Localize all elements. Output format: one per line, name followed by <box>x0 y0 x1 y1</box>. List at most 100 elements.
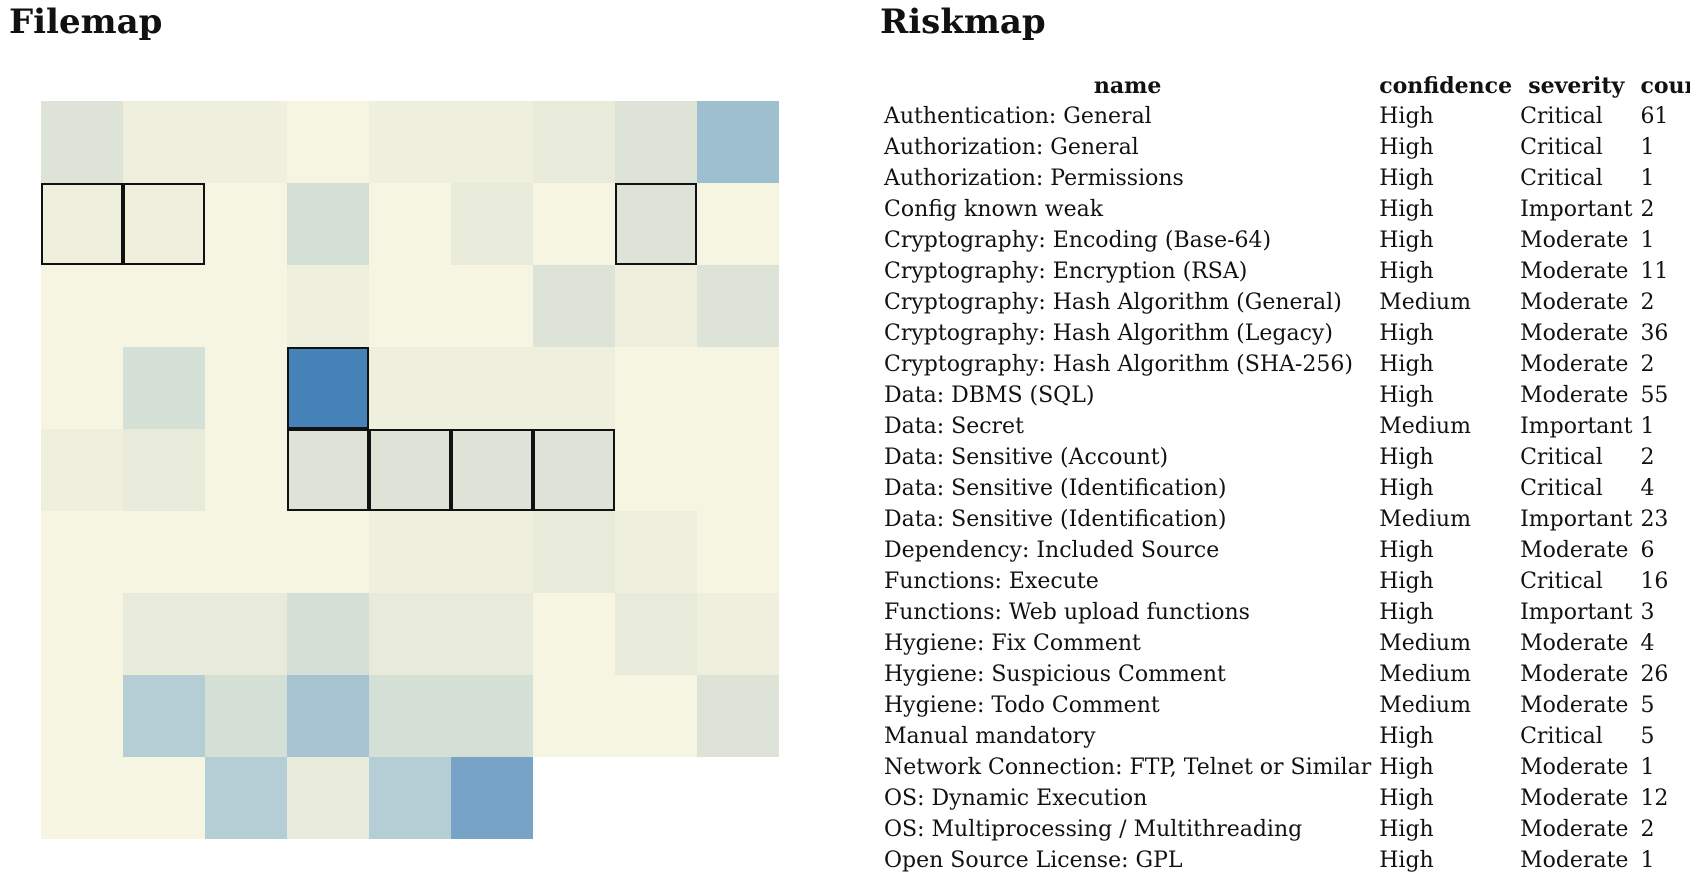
file-cell[interactable] <box>123 675 205 757</box>
table-row[interactable]: Data: Sensitive (Identification) Medium Im… <box>880 504 1690 535</box>
file-cell[interactable] <box>205 593 287 675</box>
table-row[interactable]: Data: Sensitive (Identification) High Crit… <box>880 473 1690 504</box>
table-row[interactable]: Data: Secret Medium Important 1 <box>880 411 1690 442</box>
table-row[interactable]: Functions: Web upload functions High Impor… <box>880 597 1690 628</box>
file-cell[interactable] <box>41 265 123 347</box>
file-cell[interactable] <box>451 265 533 347</box>
table-row[interactable]: OS: Multiprocessing / Multithreading High… <box>880 814 1690 845</box>
table-row[interactable]: Authentication: General High Critical 61 <box>880 101 1690 132</box>
table-row[interactable]: Authorization: General High Critical 1 <box>880 132 1690 163</box>
table-row[interactable]: Network Connection: FTP, Telnet or Simil… <box>880 752 1690 783</box>
file-cell[interactable] <box>533 511 615 593</box>
file-cell[interactable] <box>369 347 451 429</box>
file-cell[interactable] <box>287 429 369 511</box>
file-cell[interactable] <box>41 101 123 183</box>
file-cell[interactable] <box>697 429 779 511</box>
file-cell[interactable] <box>287 101 369 183</box>
column-header-severity[interactable]: severity <box>1528 72 1625 99</box>
file-cell[interactable] <box>287 183 369 265</box>
file-cell[interactable] <box>205 675 287 757</box>
table-row[interactable]: Authorization: Permissions High Critical 1 <box>880 163 1690 194</box>
file-cell[interactable] <box>615 101 697 183</box>
file-cell[interactable] <box>123 347 205 429</box>
file-cell[interactable] <box>205 183 287 265</box>
file-cell[interactable] <box>123 265 205 347</box>
file-cell[interactable] <box>451 347 533 429</box>
file-cell[interactable] <box>41 593 123 675</box>
file-cell[interactable] <box>369 757 451 839</box>
file-cell[interactable] <box>205 429 287 511</box>
file-cell[interactable] <box>533 347 615 429</box>
file-cell[interactable] <box>451 675 533 757</box>
file-cell[interactable] <box>615 511 697 593</box>
table-row[interactable]: Cryptography: Hash Algorithm (General) Me… <box>880 287 1690 318</box>
file-cell[interactable] <box>205 757 287 839</box>
table-row[interactable]: OS: Dynamic Execution High Moderate 12 <box>880 783 1690 814</box>
file-cell[interactable] <box>287 593 369 675</box>
column-header-confidence[interactable]: confidence <box>1379 72 1513 99</box>
file-cell[interactable] <box>41 675 123 757</box>
file-cell[interactable] <box>123 429 205 511</box>
file-cell[interactable] <box>123 757 205 839</box>
file-cell[interactable] <box>369 511 451 593</box>
table-row[interactable]: Cryptography: Encoding (Base-64) High Mode… <box>880 225 1690 256</box>
file-cell[interactable] <box>287 675 369 757</box>
file-cell[interactable] <box>615 593 697 675</box>
file-cell[interactable] <box>697 593 779 675</box>
table-row[interactable]: Data: DBMS (SQL) High Moderate 55 <box>880 380 1690 411</box>
file-cell[interactable] <box>41 347 123 429</box>
table-row[interactable]: Hygiene: Suspicious Comment Medium Moderat… <box>880 659 1690 690</box>
file-cell[interactable] <box>287 757 369 839</box>
file-cell[interactable] <box>369 593 451 675</box>
file-cell[interactable] <box>451 101 533 183</box>
file-cell[interactable] <box>533 101 615 183</box>
file-cell[interactable] <box>205 101 287 183</box>
file-cell[interactable] <box>369 265 451 347</box>
table-row[interactable]: Open Source License: GPL High Moderate 1 <box>880 845 1690 876</box>
file-cell[interactable] <box>369 183 451 265</box>
table-row[interactable]: Functions: Execute High Critical 16 <box>880 566 1690 597</box>
file-cell[interactable] <box>451 593 533 675</box>
file-cell[interactable] <box>369 429 451 511</box>
file-cell[interactable] <box>369 101 451 183</box>
file-cell[interactable] <box>41 757 123 839</box>
column-header-name[interactable]: name <box>1093 72 1162 99</box>
file-cell[interactable] <box>205 347 287 429</box>
file-cell[interactable] <box>533 265 615 347</box>
file-cell[interactable] <box>615 675 697 757</box>
table-row[interactable]: Hygiene: Fix Comment Medium Moderate 4 <box>880 628 1690 659</box>
file-cell[interactable] <box>451 183 533 265</box>
table-row[interactable]: Data: Sensitive (Account) High Critical 2 <box>880 442 1690 473</box>
file-cell[interactable] <box>615 429 697 511</box>
file-cell[interactable] <box>697 511 779 593</box>
file-cell[interactable] <box>205 265 287 347</box>
file-cell[interactable] <box>123 183 205 265</box>
file-cell[interactable] <box>697 347 779 429</box>
table-row[interactable]: Hygiene: Todo Comment Medium Moderate 5 <box>880 690 1690 721</box>
file-cell[interactable] <box>41 183 123 265</box>
file-cell[interactable] <box>41 429 123 511</box>
file-cell[interactable] <box>697 265 779 347</box>
table-row[interactable]: Cryptography: Encryption (RSA) High Modera… <box>880 256 1690 287</box>
file-cell[interactable] <box>205 511 287 593</box>
file-cell[interactable] <box>287 347 369 429</box>
file-cell[interactable] <box>451 757 533 839</box>
file-cell[interactable] <box>369 675 451 757</box>
file-cell[interactable] <box>287 511 369 593</box>
file-cell[interactable] <box>123 511 205 593</box>
file-cell[interactable] <box>287 265 369 347</box>
file-cell[interactable] <box>123 101 205 183</box>
file-cell[interactable] <box>533 593 615 675</box>
file-cell[interactable] <box>451 429 533 511</box>
file-cell[interactable] <box>615 183 697 265</box>
file-cell[interactable] <box>615 347 697 429</box>
file-cell[interactable] <box>697 183 779 265</box>
table-row[interactable]: Config known weak High Important 2 <box>880 194 1690 225</box>
table-row[interactable]: Cryptography: Hash Algorithm (Legacy) Hig… <box>880 318 1690 349</box>
table-row[interactable]: Dependency: Included Source High Moderate 6 <box>880 535 1690 566</box>
file-cell[interactable] <box>533 675 615 757</box>
column-header-count[interactable]: count <box>1640 72 1690 99</box>
file-cell[interactable] <box>697 675 779 757</box>
file-cell[interactable] <box>533 429 615 511</box>
table-row[interactable]: Cryptography: Hash Algorithm (SHA-256) Hi… <box>880 349 1690 380</box>
